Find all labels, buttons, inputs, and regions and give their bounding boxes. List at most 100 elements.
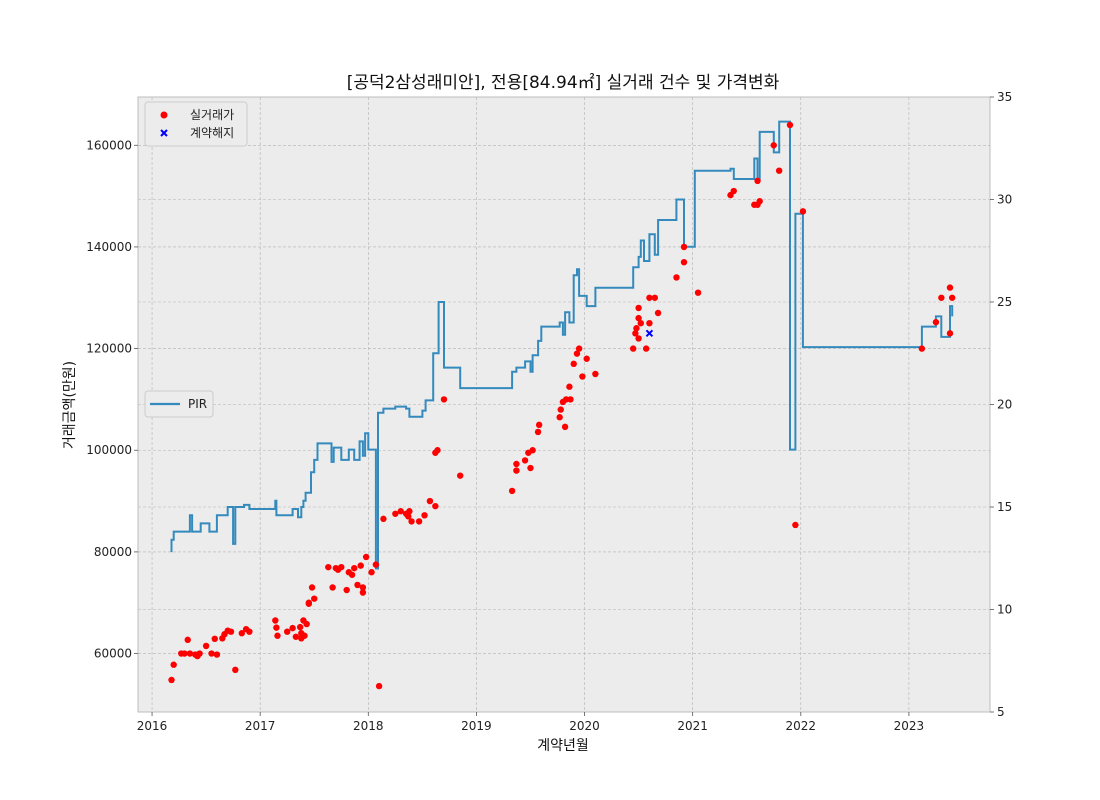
legend-price-box: [144, 101, 248, 147]
trade-point: [284, 628, 291, 635]
trade-point: [508, 487, 516, 495]
trade-point: [534, 428, 542, 436]
y-right-axis-ticks: 5 10 15 20 25 30 35: [990, 90, 1012, 719]
trade-point: [272, 617, 279, 624]
trade-point: [946, 284, 954, 291]
trade-point: [694, 289, 702, 296]
trade-point: [673, 274, 680, 281]
trade-point: [289, 624, 296, 632]
y-right-tick-label: 5: [997, 705, 1005, 719]
trade-point: [375, 682, 383, 690]
trade-point: [348, 571, 356, 578]
legend-cancel-marker: [160, 129, 168, 137]
trade-point: [359, 589, 367, 596]
trade-point: [432, 502, 439, 510]
trade-point: [756, 197, 763, 205]
trade-point: [592, 370, 599, 378]
trade-point: [557, 406, 564, 413]
trade-point: [421, 512, 428, 519]
trade-point: [246, 628, 253, 635]
trade-point: [529, 447, 536, 454]
trade-point: [338, 563, 345, 571]
trade-point: [357, 562, 364, 569]
y-left-tick-label: 140000: [86, 240, 132, 254]
trade-point: [573, 350, 581, 357]
trade-point: [527, 464, 534, 472]
trade-point: [211, 635, 218, 643]
trade-point: [392, 510, 399, 517]
trade-point: [535, 421, 543, 429]
trade-point: [426, 497, 434, 505]
trade-point: [635, 314, 642, 322]
trade-point: [513, 467, 520, 474]
trade-point: [168, 676, 175, 684]
trade-point: [556, 414, 563, 421]
trade-point: [633, 325, 640, 332]
legend-trade-marker: [160, 111, 168, 119]
trade-point: [406, 508, 413, 515]
trade-point: [274, 632, 281, 639]
y-right-tick-label: 20: [997, 398, 1012, 412]
trade-point: [513, 460, 520, 468]
trade-point: [202, 642, 210, 650]
y-right-tick-label: 10: [997, 603, 1012, 617]
trade-point: [521, 457, 529, 464]
trade-point: [946, 330, 954, 337]
legend-price: 실거래가 계약해지: [144, 101, 248, 147]
trade-point: [405, 513, 412, 520]
trade-point: [273, 624, 280, 631]
x-axis-label: 계약년월: [537, 738, 589, 754]
trade-point: [292, 633, 300, 640]
x-axis-ticks: 2016 2017 2018 2019 2020 2021 2022 2023: [137, 712, 924, 733]
x-tick-label: 2023: [894, 719, 925, 733]
trade-point: [181, 650, 188, 657]
trade-point: [575, 345, 583, 352]
trade-point: [561, 423, 569, 431]
trade-point: [632, 330, 639, 337]
chart-title: [공덕2삼성래미안], 전용[84.94㎡] 실거래 건수 및 가격변화: [347, 73, 780, 93]
trade-point: [329, 584, 336, 591]
trade-point: [646, 319, 653, 327]
trade-point: [232, 666, 239, 674]
trade-point: [775, 167, 783, 174]
trade-point: [380, 515, 387, 523]
trade-point: [754, 177, 761, 185]
trade-point: [635, 335, 642, 342]
x-tick-label: 2016: [137, 719, 168, 733]
trade-point: [786, 121, 794, 129]
trade-point: [325, 563, 332, 571]
trade-point: [308, 584, 316, 591]
x-tick-label: 2022: [786, 719, 817, 733]
trade-point: [918, 345, 926, 352]
trade-point: [408, 518, 415, 525]
trade-point: [583, 355, 590, 362]
trade-point: [567, 396, 574, 403]
y-left-tick-label: 160000: [86, 138, 132, 152]
legend-pir-label: PIR: [188, 397, 207, 411]
y-right-tick-label: 30: [997, 193, 1012, 207]
trade-point: [213, 651, 221, 658]
trade-point: [186, 650, 194, 657]
trade-point: [635, 304, 642, 312]
legend-cancel-label: 계약해지: [190, 125, 234, 140]
trade-point: [637, 319, 644, 327]
x-tick-label: 2021: [677, 719, 708, 733]
trade-point: [457, 472, 464, 479]
x-tick-label: 2018: [353, 719, 384, 733]
trade-point: [646, 294, 653, 301]
legend-pir: PIR: [144, 390, 214, 418]
trade-point: [680, 243, 688, 251]
trade-point: [368, 569, 375, 576]
trade-point: [238, 630, 245, 637]
trade-point: [351, 564, 358, 572]
y-right-tick-label: 35: [997, 90, 1012, 104]
y-right-tick-label: 25: [997, 295, 1012, 309]
x-tick-label: 2019: [461, 719, 492, 733]
trade-point: [440, 396, 448, 403]
trade-point: [227, 628, 235, 635]
y-left-tick-label: 120000: [86, 342, 132, 356]
trade-point: [170, 661, 177, 668]
trade-point: [938, 294, 945, 301]
y-left-tick-label: 100000: [86, 443, 132, 457]
trade-price-series: [168, 121, 956, 690]
